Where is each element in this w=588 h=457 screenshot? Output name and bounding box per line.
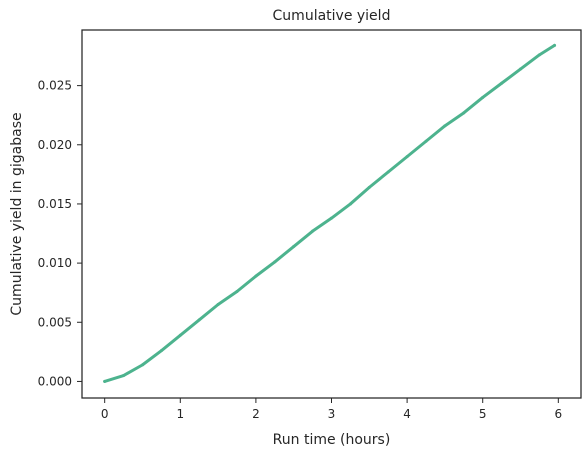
x-tick-label: 2 xyxy=(252,407,260,421)
x-tick-label: 4 xyxy=(403,407,411,421)
data-point xyxy=(140,363,144,367)
x-tick-label: 3 xyxy=(328,407,336,421)
data-point xyxy=(367,185,371,189)
data-point xyxy=(273,260,277,264)
data-point xyxy=(537,53,541,57)
y-tick-label: 0.005 xyxy=(38,315,72,329)
series-layer xyxy=(103,43,557,383)
data-point xyxy=(197,318,201,322)
y-axis: 0.000 0.005 0.010 0.015 0.020 0.025 xyxy=(38,79,82,388)
x-axis: 0 1 2 3 4 5 6 xyxy=(101,398,562,421)
data-point xyxy=(292,245,296,249)
data-point xyxy=(330,216,333,220)
data-point xyxy=(235,290,239,293)
data-point xyxy=(122,374,126,378)
x-tick-label: 5 xyxy=(479,407,487,421)
data-point xyxy=(500,81,504,85)
data-point xyxy=(424,139,428,143)
data-point xyxy=(159,349,163,353)
data-point xyxy=(481,95,485,99)
data-point xyxy=(254,274,258,278)
data-point xyxy=(462,111,466,115)
data-point xyxy=(216,303,220,307)
y-tick-label: 0.025 xyxy=(38,79,72,93)
data-point xyxy=(103,379,107,383)
plot-area xyxy=(81,29,582,399)
y-tick-label: 0.000 xyxy=(38,374,72,388)
data-point xyxy=(178,333,182,337)
x-tick-label: 6 xyxy=(554,407,562,421)
y-tick-label: 0.015 xyxy=(38,197,72,211)
data-point xyxy=(405,155,409,159)
x-axis-label: Run time (hours) xyxy=(273,432,391,448)
chart-title: Cumulative yield xyxy=(273,8,391,24)
data-point xyxy=(311,229,315,233)
y-tick-label: 0.020 xyxy=(38,138,72,152)
data-point xyxy=(553,43,557,47)
data-point xyxy=(443,124,447,128)
x-tick-label: 0 xyxy=(101,407,109,421)
y-tick-label: 0.010 xyxy=(38,256,72,270)
data-point xyxy=(386,170,390,174)
data-point xyxy=(519,67,523,71)
data-point xyxy=(348,202,352,206)
y-axis-label: Cumulative yield in gigabase xyxy=(9,112,25,315)
x-tick-label: 1 xyxy=(176,407,184,421)
